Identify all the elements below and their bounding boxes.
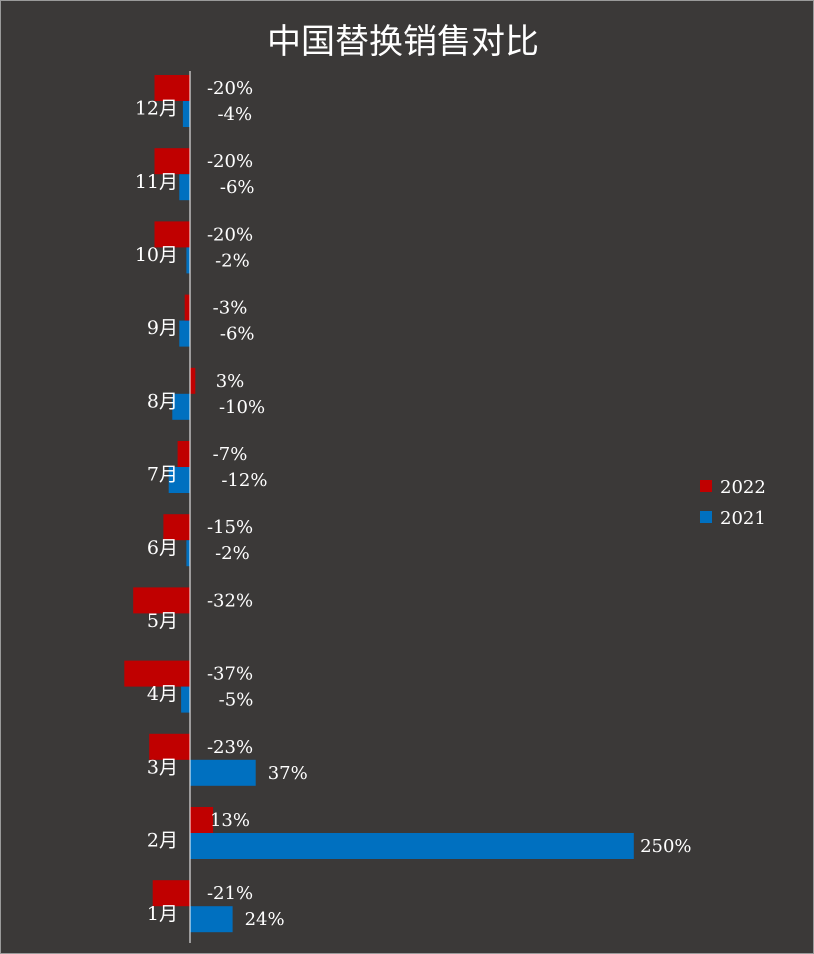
data-label-2022: -32% — [207, 590, 253, 611]
bar-2021 — [182, 101, 190, 127]
legend-label-2022: 2022 — [720, 477, 766, 498]
bars-layer — [124, 75, 634, 933]
data-label-2021: -6% — [220, 177, 255, 198]
data-label-2021: 250% — [640, 836, 691, 857]
data-label-2022: -20% — [207, 78, 253, 99]
legend-swatch-2022 — [700, 480, 712, 492]
category-label: 7月 — [147, 464, 178, 486]
bar-2022 — [124, 660, 190, 687]
data-label-2022: 13% — [210, 810, 250, 831]
category-label: 10月 — [135, 244, 178, 266]
data-label-2022: -37% — [207, 664, 253, 685]
bar-2021 — [190, 833, 634, 859]
legend-swatch-2021 — [700, 511, 712, 523]
data-label-2022: -20% — [207, 151, 253, 172]
chart-title: 中国替换销售对比 — [267, 22, 539, 62]
data-label-2021: -6% — [220, 324, 255, 345]
data-label-2022: 3% — [216, 371, 245, 392]
category-label: 3月 — [147, 756, 178, 778]
bar-2022 — [184, 294, 190, 321]
category-label: 4月 — [147, 683, 178, 705]
bar-2022 — [133, 587, 190, 614]
data-label-2022: -3% — [213, 298, 248, 319]
bar-2022 — [190, 367, 196, 394]
labels-layer: 1月 -21% 24% 2月 13% 250% 3月 -23% 37% 4月 -37% -5% 5月 -3… — [135, 78, 692, 930]
bar-2021 — [172, 393, 191, 420]
data-label-2021: -2% — [215, 250, 250, 271]
category-label: 1月 — [147, 903, 178, 925]
data-label-2021: -5% — [219, 690, 254, 711]
bar-2021 — [179, 174, 190, 201]
bar-2022 — [149, 733, 190, 760]
category-label: 12月 — [135, 98, 178, 120]
category-label: 9月 — [147, 317, 178, 339]
bar-2021 — [186, 247, 190, 274]
data-label-2022: -7% — [213, 444, 248, 465]
bar-2022 — [190, 807, 214, 833]
data-label-2021: -12% — [221, 470, 267, 491]
bar-2021 — [186, 540, 190, 567]
bar-2022 — [163, 514, 190, 541]
data-label-2021: 37% — [268, 763, 308, 784]
legend-label-2021: 2021 — [720, 508, 766, 529]
bar-2022 — [154, 75, 190, 101]
category-label: 11月 — [135, 171, 178, 193]
category-label: 6月 — [147, 537, 178, 559]
category-label: 5月 — [147, 610, 178, 632]
data-label-2021: 24% — [245, 909, 285, 930]
bar-2021 — [179, 320, 190, 347]
data-label-2022: -20% — [207, 224, 253, 245]
bar-2021 — [168, 467, 190, 493]
bar-2021 — [190, 906, 233, 933]
legend: 2022 2021 — [700, 477, 766, 529]
bar-2021 — [190, 759, 256, 786]
data-label-2022: -23% — [207, 737, 253, 758]
data-label-2021: -2% — [215, 543, 250, 564]
bar-2021 — [181, 686, 190, 713]
category-label: 8月 — [147, 390, 178, 412]
data-label-2021: -4% — [217, 104, 252, 125]
data-label-2021: -10% — [219, 397, 265, 418]
data-label-2022: -21% — [207, 883, 253, 904]
data-label-2022: -15% — [207, 517, 253, 538]
bar-2022 — [154, 148, 190, 175]
category-label: 2月 — [147, 830, 178, 852]
bar-2022 — [152, 880, 190, 907]
bar-2022 — [154, 221, 190, 248]
bar-2022 — [177, 441, 190, 467]
